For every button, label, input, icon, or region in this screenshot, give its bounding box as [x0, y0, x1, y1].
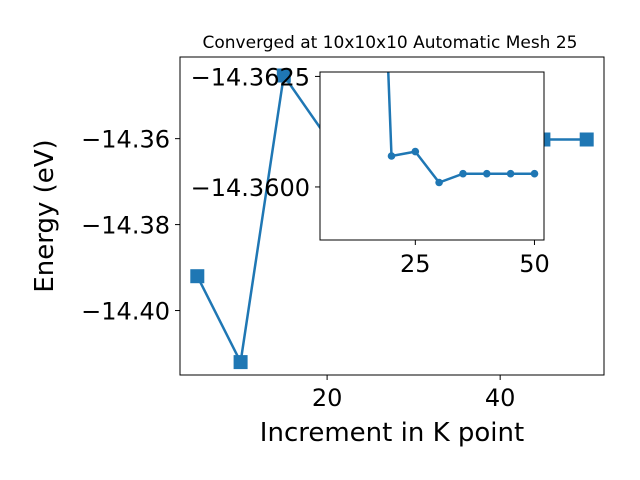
inset-plot-frame: [319, 71, 545, 241]
inset-series-group: [387, 72, 539, 187]
inset-series-line: [387, 72, 535, 184]
inset-x-tick-label: 50: [519, 250, 550, 278]
inset-y-axis-ticks: −14.3600 −14.3625: [191, 63, 320, 202]
inset-y-tick-label: −14.3625: [191, 63, 310, 91]
inset-data-point: [387, 152, 396, 160]
main-data-point: [190, 269, 205, 284]
main-data-point: [233, 355, 248, 370]
y-axis-label: Energy (eV): [30, 139, 60, 292]
x-axis-label: Increment in K point: [260, 418, 524, 448]
main-y-tick-label: −14.36: [81, 126, 170, 154]
inset-data-point: [411, 147, 420, 156]
main-x-axis-ticks: 20 40: [312, 375, 516, 412]
inset-background: [320, 72, 544, 240]
main-y-tick-label: −14.40: [81, 298, 170, 326]
chart-title: Converged at 10x10x10 Automatic Mesh 25: [203, 33, 578, 53]
main-plot-frame: [179, 56, 605, 376]
main-y-tick-label: −14.38: [81, 212, 170, 240]
inset-data-point: [435, 178, 443, 187]
main-x-tick-label: 40: [485, 384, 516, 412]
main-x-tick-label: 20: [312, 384, 343, 412]
inset-plot-area: 25 50 −14.3600 −14.3625: [191, 63, 550, 278]
main-data-point: [579, 132, 594, 147]
main-data-point: [276, 68, 291, 83]
inset-x-axis-ticks: 25 50: [400, 240, 550, 278]
inset-y-tick-label: −14.3600: [191, 174, 310, 202]
inset-x-tick-label: 25: [400, 250, 431, 278]
inset-data-point: [530, 169, 539, 178]
inset-data-point: [483, 169, 491, 178]
inset-data-point: [506, 169, 515, 178]
main-y-axis-ticks: −14.40 −14.38 −14.36: [81, 126, 180, 326]
inset-data-point: [459, 169, 467, 178]
